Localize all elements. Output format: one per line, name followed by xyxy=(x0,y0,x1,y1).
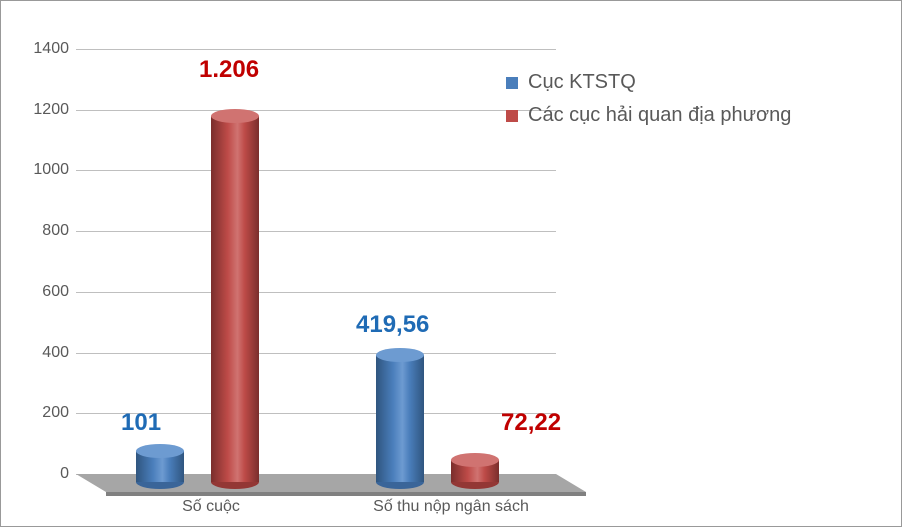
gridline xyxy=(76,231,556,232)
data-label: 1.206 xyxy=(199,56,259,84)
gridline xyxy=(76,49,556,50)
y-tick-label: 400 xyxy=(9,344,69,362)
y-tick-label: 1200 xyxy=(9,101,69,119)
x-axis-label: Số cuộc xyxy=(182,498,240,516)
y-tick-label: 1000 xyxy=(9,161,69,179)
data-label: 101 xyxy=(121,409,161,437)
y-tick-label: 200 xyxy=(9,404,69,422)
data-label: 72,22 xyxy=(501,409,561,437)
y-tick-label: 1400 xyxy=(9,40,69,58)
y-tick-label: 0 xyxy=(9,465,69,483)
legend: Cục KTSTQ Các cục hải quan địa phương xyxy=(506,71,791,137)
chart-container: 0 200 400 600 800 1000 1200 1400 101 1.2… xyxy=(0,0,902,527)
gridline xyxy=(76,292,556,293)
legend-label: Các cục hải quan địa phương xyxy=(528,104,791,127)
legend-item: Cục KTSTQ xyxy=(506,71,791,94)
gridline xyxy=(76,110,556,111)
bar-series1-cat0 xyxy=(211,116,259,482)
bar-series1-cat1 xyxy=(451,460,499,482)
y-tick-label: 800 xyxy=(9,222,69,240)
data-label: 419,56 xyxy=(356,311,429,339)
gridline xyxy=(76,353,556,354)
legend-item: Các cục hải quan địa phương xyxy=(506,104,791,127)
gridline xyxy=(76,170,556,171)
bar-series0-cat0 xyxy=(136,451,184,482)
y-tick-label: 600 xyxy=(9,283,69,301)
x-axis-label: Số thu nộp ngân sách xyxy=(373,498,529,516)
legend-label: Cục KTSTQ xyxy=(528,71,636,94)
legend-swatch xyxy=(506,110,518,122)
bar-series0-cat1 xyxy=(376,355,424,482)
legend-swatch xyxy=(506,77,518,89)
